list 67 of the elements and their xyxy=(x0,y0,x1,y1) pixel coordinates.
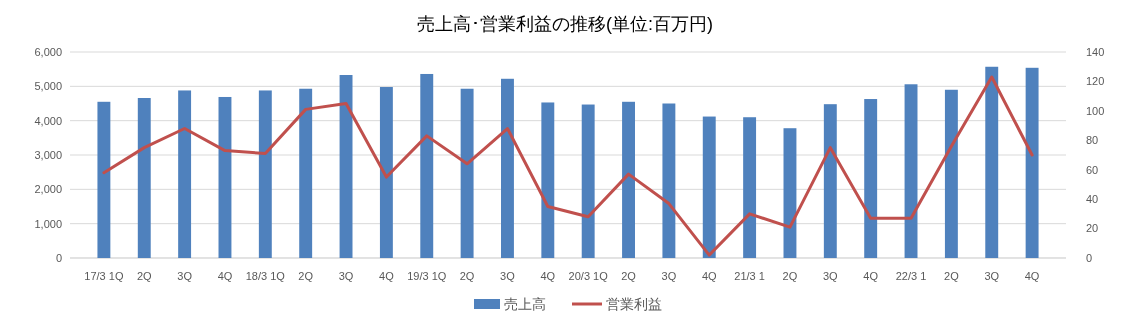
bar xyxy=(783,128,797,258)
x-tick-label: 21/3 1 xyxy=(734,270,765,282)
x-tick-label: 2Q xyxy=(136,270,153,282)
x-tick-label: 4Q xyxy=(701,270,718,282)
x-tick-label: 2Q xyxy=(782,270,798,282)
x-tick-label: 19/3 1Q xyxy=(407,270,447,282)
bar xyxy=(339,75,353,258)
bar xyxy=(218,96,232,258)
legend-label: 売上高 xyxy=(504,295,546,312)
x-tick-label: 3Q xyxy=(177,270,193,282)
x-tick-label: 17/3 1Q xyxy=(84,270,124,282)
x-tick-label: 3Q xyxy=(338,270,354,282)
x-tick-label: 20/3 1Q xyxy=(568,270,609,282)
bar xyxy=(864,99,878,258)
bar xyxy=(137,98,151,258)
x-tick-label: 4Q xyxy=(1024,270,1040,282)
bar xyxy=(541,102,555,258)
x-tick-label: 4Q xyxy=(379,270,395,282)
legend-label: 営業利益 xyxy=(606,295,662,312)
x-tick-label: 4Q xyxy=(540,270,556,282)
x-tick-label: 2Q xyxy=(298,270,314,282)
y-tick-label: 4,000 xyxy=(34,114,62,127)
x-tick-label: 2Q xyxy=(459,270,475,282)
bar xyxy=(581,104,595,258)
bar xyxy=(420,73,434,258)
y2-tick-label: 40 xyxy=(1086,192,1099,205)
y2-tick-label: 60 xyxy=(1086,163,1099,176)
x-tick-label: 22/3 1 xyxy=(895,270,927,282)
chart-title: 売上高･営業利益の推移(単位:百万円) xyxy=(417,14,713,34)
y2-tick-label: 140 xyxy=(1086,45,1105,58)
bar xyxy=(299,88,313,258)
bar xyxy=(501,78,514,258)
y-tick-label: 3,000 xyxy=(34,148,62,161)
x-tick-label: 4Q xyxy=(863,270,879,282)
bar xyxy=(1025,67,1039,258)
y2-tick-label: 100 xyxy=(1086,104,1105,117)
y-tick-label: 5,000 xyxy=(34,80,62,93)
bar xyxy=(702,116,716,258)
y-tick-label: 1,000 xyxy=(34,217,62,230)
y-tick-label: 6,000 xyxy=(34,45,62,58)
x-tick-label: 3Q xyxy=(661,270,677,282)
y-tick-label: 0 xyxy=(55,251,62,264)
bar xyxy=(178,90,192,258)
x-tick-label: 3Q xyxy=(822,270,839,282)
y2-tick-label: 120 xyxy=(1086,75,1105,88)
y-tick-label: 2,000 xyxy=(34,183,62,196)
bar xyxy=(904,84,918,258)
x-tick-label: 4Q xyxy=(217,270,233,282)
y2-tick-label: 80 xyxy=(1086,134,1099,147)
line-series xyxy=(102,75,1034,257)
bar xyxy=(743,117,757,258)
y2-tick-label: 0 xyxy=(1086,251,1093,264)
bar xyxy=(258,90,272,258)
x-tick-label: 2Q xyxy=(621,270,637,282)
bar xyxy=(379,87,393,258)
bar xyxy=(944,89,958,258)
bar xyxy=(985,66,999,258)
bar xyxy=(460,88,474,258)
x-tick-label: 3Q xyxy=(500,270,516,282)
bar xyxy=(97,101,111,258)
x-tick-label: 2Q xyxy=(944,270,960,282)
y2-tick-label: 20 xyxy=(1086,222,1099,235)
bar xyxy=(662,103,676,258)
bar xyxy=(622,101,635,258)
bar xyxy=(823,104,837,258)
x-tick-label: 3Q xyxy=(984,270,1000,282)
x-tick-label: 18/3 1Q xyxy=(245,270,286,282)
